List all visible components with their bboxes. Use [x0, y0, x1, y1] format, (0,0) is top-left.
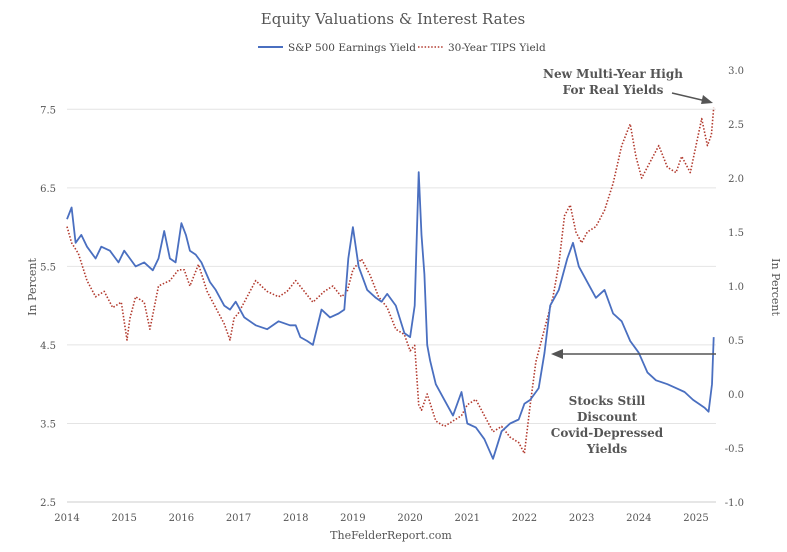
annotation-real-yields-line-2: For Real Yields	[563, 83, 664, 97]
y-right-tick-label: -0.5	[725, 444, 744, 455]
y-right-axis-label: In Percent	[769, 258, 782, 316]
series-line-tips-yield	[66, 107, 715, 455]
x-tick-label: 2022	[512, 513, 537, 524]
x-tick-label: 2015	[111, 513, 136, 524]
y-right-ticks: 3.0 2.5 2.0 1.5 1.0 0.5 0.0 -0.5 -1.0	[725, 66, 744, 509]
y-right-tick-label: 1.0	[728, 282, 744, 293]
y-left-tick-label: 4.5	[40, 341, 56, 352]
annotation-arrowhead-covid-yields	[551, 349, 563, 359]
y-right-tick-label: 3.0	[728, 66, 744, 77]
x-tick-label: 2016	[169, 513, 194, 524]
annotation-covid-yields-line-1: Stocks Still	[569, 394, 646, 408]
annotation-covid-yields-line-3: Covid-Depressed	[551, 426, 664, 440]
y-left-tick-label: 3.5	[40, 419, 56, 430]
series-layer	[66, 107, 715, 460]
chart-title: Equity Valuations & Interest Rates	[261, 10, 525, 28]
x-tick-label: 2019	[340, 513, 365, 524]
x-tick-label: 2021	[455, 513, 480, 524]
x-tick-label: 2023	[569, 513, 594, 524]
annotation-covid-yields: Stocks Still Discount Covid-Depressed Yi…	[551, 349, 716, 456]
gridlines	[67, 108, 716, 503]
y-right-tick-label: 0.5	[728, 336, 744, 347]
x-tick-label: 2020	[397, 513, 422, 524]
y-right-tick-label: 0.0	[728, 390, 744, 401]
y-left-ticks: 7.5 6.5 5.5 4.5 3.5 2.5	[40, 105, 56, 509]
y-left-tick-label: 2.5	[40, 498, 56, 509]
annotation-arrow-real-yields	[671, 92, 707, 102]
x-ticks: 2014 2015 2016 2017 2018 2019 2020 2021 2022 2023…	[54, 513, 708, 524]
x-tick-label: 2024	[626, 513, 651, 524]
y-left-tick-label: 7.5	[40, 105, 56, 116]
legend-label-tips: 30-Year TIPS Yield	[448, 42, 546, 54]
y-right-tick-label: 2.0	[728, 174, 744, 185]
annotation-arrowhead-real-yields	[701, 95, 713, 104]
y-left-axis-label: In Percent	[26, 258, 39, 316]
legend-label-sp500: S&P 500 Earnings Yield	[288, 42, 416, 54]
x-tick-label: 2014	[54, 513, 79, 524]
x-tick-label: 2018	[283, 513, 308, 524]
y-right-tick-label: 2.5	[728, 120, 744, 131]
x-tick-label: 2017	[226, 513, 251, 524]
y-left-tick-label: 6.5	[40, 184, 56, 195]
annotation-covid-yields-line-2: Discount	[577, 410, 637, 424]
source-credit: TheFelderReport.com	[330, 529, 452, 542]
annotation-real-yields-line-1: New Multi-Year High	[543, 67, 683, 81]
annotation-covid-yields-line-4: Yields	[586, 442, 627, 456]
x-tick-label: 2025	[683, 513, 708, 524]
annotation-real-yields: New Multi-Year High For Real Yields	[543, 67, 713, 104]
y-right-tick-label: 1.5	[728, 228, 744, 239]
series-line-sp500-earnings-yield	[66, 171, 715, 460]
y-left-tick-label: 5.5	[40, 262, 56, 273]
legend: S&P 500 Earnings Yield 30-Year TIPS Yiel…	[258, 42, 546, 54]
y-right-tick-label: -1.0	[725, 498, 744, 509]
